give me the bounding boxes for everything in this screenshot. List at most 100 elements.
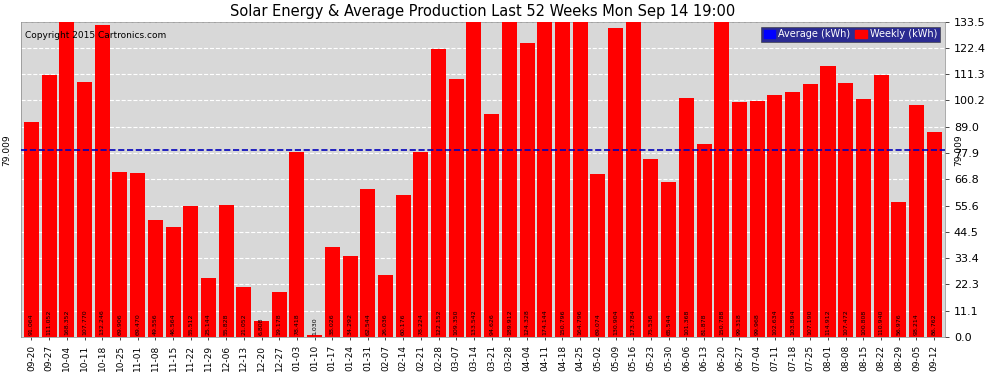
Bar [414,152,429,337]
Text: 132.246: 132.246 [100,309,105,334]
Bar [343,256,357,337]
Bar [538,22,552,337]
Text: 130.904: 130.904 [613,309,618,334]
Text: 78.418: 78.418 [294,313,299,334]
Text: 69.906: 69.906 [118,313,123,334]
Text: 101.368: 101.368 [684,309,689,334]
Text: 189.912: 189.912 [507,309,512,334]
Text: 133.542: 133.542 [471,309,476,334]
Bar [448,79,463,337]
Text: 21.052: 21.052 [242,313,247,334]
Text: 55.828: 55.828 [224,313,229,334]
Text: 103.894: 103.894 [790,309,795,334]
Bar [466,22,481,337]
Bar [821,66,836,337]
Text: 107.472: 107.472 [843,309,848,334]
Text: 75.536: 75.536 [648,313,653,334]
Bar [271,292,287,337]
Text: 34.292: 34.292 [347,313,352,334]
Bar [219,205,234,337]
Bar [360,189,375,337]
Bar [77,82,92,337]
Bar [289,152,305,337]
Bar [608,28,623,337]
Bar [148,220,163,337]
Text: 150.788: 150.788 [720,309,725,334]
Bar [891,202,906,337]
Bar [431,48,446,337]
Text: 122.152: 122.152 [436,309,442,334]
Bar [24,122,39,337]
Text: 49.556: 49.556 [152,313,157,334]
Text: 150.796: 150.796 [560,309,565,334]
Text: 79.009: 79.009 [954,135,963,166]
Text: 60.176: 60.176 [401,313,406,334]
Bar [661,182,676,337]
Text: 124.328: 124.328 [525,309,530,334]
Text: Copyright 2015 Cartronics.com: Copyright 2015 Cartronics.com [26,31,166,40]
Text: 65.544: 65.544 [666,313,671,334]
Bar [325,247,340,337]
Bar [927,132,941,337]
Text: 86.762: 86.762 [932,313,937,334]
Text: 56.976: 56.976 [896,313,901,334]
Bar [909,105,924,337]
Text: 168.352: 168.352 [64,309,69,334]
Bar [749,101,764,337]
Bar [396,195,411,337]
Bar [113,172,128,337]
Bar [502,22,517,337]
Text: 99.318: 99.318 [737,313,742,334]
Text: 38.026: 38.026 [330,313,335,334]
Bar [201,278,216,337]
Text: 98.214: 98.214 [914,313,919,334]
Text: 94.626: 94.626 [489,313,494,334]
Text: 100.808: 100.808 [861,309,866,334]
Bar [856,99,871,337]
Bar [307,334,322,337]
Text: 114.912: 114.912 [826,309,831,334]
Text: 46.564: 46.564 [170,313,175,334]
Text: 109.350: 109.350 [453,309,458,334]
Text: 1.030: 1.030 [312,317,317,334]
Text: 107.770: 107.770 [82,309,87,334]
Bar [59,22,74,337]
Text: 25.144: 25.144 [206,313,211,334]
Bar [42,75,56,337]
Bar [626,22,641,337]
Bar [484,114,499,337]
Bar [767,94,782,337]
Bar [254,321,269,337]
Text: 69.470: 69.470 [136,313,141,334]
Text: 62.544: 62.544 [365,313,370,334]
Bar [520,44,535,337]
Bar [572,22,588,337]
Bar [785,92,800,337]
Text: 55.512: 55.512 [188,313,193,334]
Text: 91.064: 91.064 [29,313,34,334]
Text: 110.940: 110.940 [878,309,884,334]
Bar [803,84,818,337]
Bar [95,25,110,337]
Bar [714,22,730,337]
Text: 26.036: 26.036 [383,313,388,334]
Bar [378,276,393,337]
Text: 6.808: 6.808 [259,317,264,334]
Text: 69.074: 69.074 [595,313,600,334]
Bar [644,159,658,337]
Bar [165,227,180,337]
Bar [679,98,694,337]
Text: 102.634: 102.634 [772,309,777,334]
Text: 164.796: 164.796 [578,309,583,334]
Bar [697,144,712,337]
Text: 81.878: 81.878 [702,313,707,334]
Legend: Average (kWh), Weekly (kWh): Average (kWh), Weekly (kWh) [760,27,940,42]
Bar [555,22,570,337]
Text: 111.052: 111.052 [47,309,51,334]
Bar [732,102,747,337]
Text: 19.178: 19.178 [277,313,282,334]
Bar [237,287,251,337]
Text: 173.784: 173.784 [631,309,636,334]
Bar [183,206,198,337]
Text: 78.224: 78.224 [419,313,424,334]
